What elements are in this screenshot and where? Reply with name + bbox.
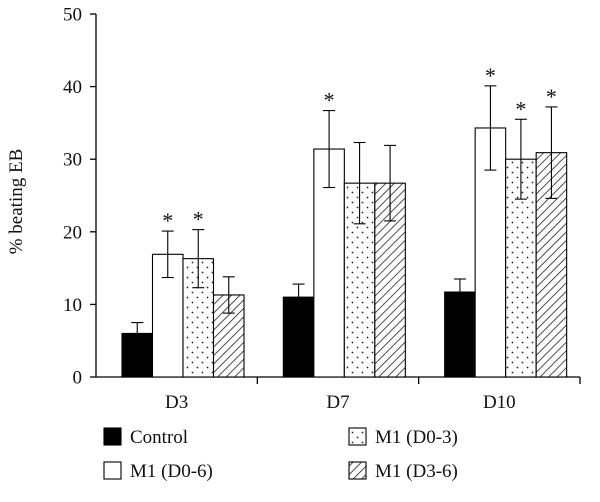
legend-label: M1 (D3-6): [375, 461, 458, 482]
error-bar-m1-d0-6-d7: [323, 110, 336, 189]
legend-swatch: [348, 427, 367, 446]
error-bar-control-d7: [292, 283, 305, 311]
significance-marker: *: [162, 208, 173, 233]
error-bar-m1-d0-3-d7: [353, 141, 366, 225]
error-bar-m1-d3-6-d7: [384, 144, 397, 222]
error-bar-m1-d3-6-d3: [222, 276, 235, 314]
bars-group: * * * * * *: [121, 63, 568, 378]
significance-marker: *: [324, 88, 335, 113]
x-tick-label-d10: D10: [483, 392, 516, 413]
legend-label: Control: [130, 427, 188, 448]
error-bar-m1-d0-6-d3: [161, 230, 174, 279]
error-bar-m1-d3-6-d10: [545, 106, 558, 199]
legend-item-m1-d0-6: M1 (D0-6): [103, 461, 213, 482]
y-axis-label: % beating EB: [6, 149, 27, 255]
x-tick-label-d3: D3: [165, 392, 188, 413]
y-tick-label: 50: [63, 5, 82, 26]
y-tick-label: 0: [73, 368, 83, 389]
y-tick-label: 10: [63, 295, 82, 316]
error-bar-m1-d0-6-d10: [484, 85, 497, 171]
legend-swatch: [103, 427, 122, 446]
legend-label: M1 (D0-3): [375, 427, 458, 448]
significance-marker: *: [546, 84, 557, 109]
legend: Control M1 (D0-6) M1 (D0-3) M1 (D3-6): [103, 427, 458, 482]
legend-item-m1-d0-3: M1 (D0-3): [348, 427, 458, 448]
error-bar-control-d10: [453, 278, 466, 306]
legend-swatch: [348, 461, 367, 480]
error-bar-control-d3: [131, 321, 144, 345]
legend-swatch: [103, 461, 122, 480]
significance-marker: *: [485, 63, 496, 88]
error-bar-m1-d0-3-d10: [514, 118, 527, 200]
legend-item-m1-d3-6: M1 (D3-6): [348, 461, 458, 482]
y-tick-label: 20: [63, 222, 82, 243]
axes: 0 10 20 30 40 50 % beating EB D3 D7 D10: [6, 5, 581, 413]
significance-marker: *: [193, 207, 204, 232]
y-tick-label: 30: [63, 150, 82, 171]
error-bar-m1-d0-3-d3: [192, 229, 205, 289]
y-tick-label: 40: [63, 77, 82, 98]
legend-label: M1 (D0-6): [130, 461, 213, 482]
x-tick-label-d7: D7: [326, 392, 349, 413]
legend-item-control: Control: [103, 427, 188, 448]
significance-marker: *: [515, 96, 526, 121]
